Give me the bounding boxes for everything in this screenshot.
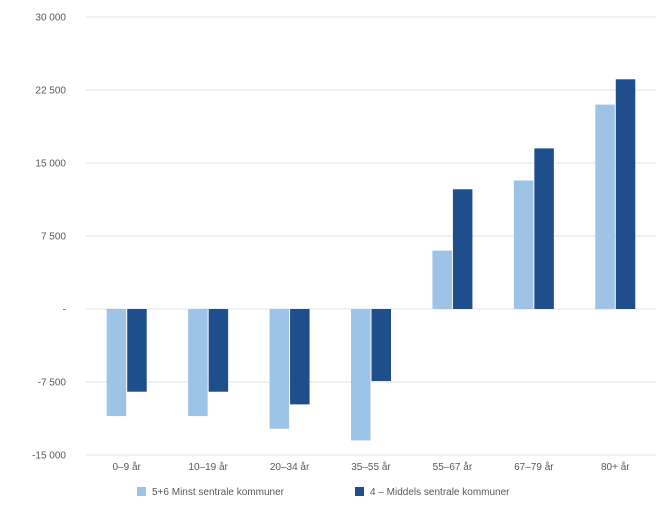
y-tick-label: - [63,305,66,316]
bars [106,79,636,441]
bar-minst-sentrale [269,309,290,429]
bar-middels-sentrale [290,309,310,405]
y-tick-label: -15 000 [32,451,66,462]
y-tick-label: 15 000 [35,159,66,170]
x-category-label: 10–19 år [188,461,228,473]
x-category-label: 67–79 år [514,461,554,473]
y-axis-ticks: 30 000 22 500 15 000 7 500 - -7 500 -15 000 [32,13,66,462]
legend-label: 4 – Middels sentrale kommuner [370,487,510,498]
legend-swatch [355,487,364,496]
bar-minst-sentrale [106,309,127,417]
bar-middels-sentrale [452,189,473,309]
gridlines [86,16,656,456]
legend-label: 5+6 Minst sentrale kommuner [152,487,285,498]
bar-middels-sentrale [371,309,391,382]
bar-middels-sentrale [615,79,636,309]
legend-swatch [137,487,146,496]
bar-minst-sentrale [595,104,615,309]
y-tick-label: 22 500 [35,86,66,97]
x-category-label: 55–67 år [433,461,473,473]
x-category-label: 0–9 år [113,461,142,473]
bar-minst-sentrale [432,250,452,309]
bar-minst-sentrale [188,309,208,417]
legend: 5+6 Minst sentrale kommuner 4 – Middels s… [137,487,510,498]
bar-middels-sentrale [127,309,147,392]
y-tick-label: -7 500 [38,378,67,389]
x-category-label: 20–34 år [270,461,310,473]
bar-minst-sentrale [351,309,371,441]
y-tick-label: 30 000 [35,13,66,24]
bar-middels-sentrale [534,148,554,309]
x-category-label: 80+ år [601,461,630,473]
bar-minst-sentrale [513,180,534,309]
y-tick-label: 7 500 [41,232,66,243]
x-category-label: 35–55 år [351,461,391,473]
x-axis-categories: 0–9 år 10–19 år 20–34 år 35–55 år 55–67 år 67… [113,461,631,473]
bar-middels-sentrale [208,309,229,392]
